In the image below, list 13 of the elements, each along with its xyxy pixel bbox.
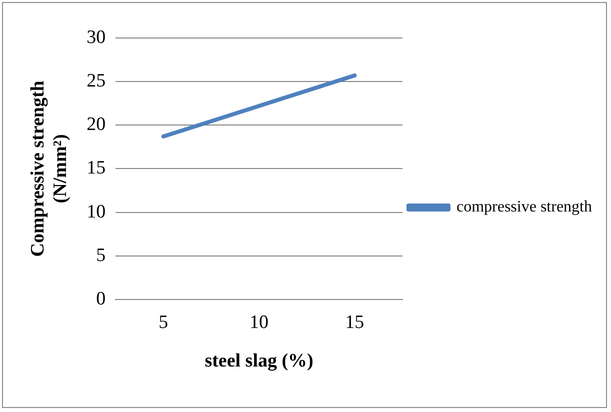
legend-label: compressive strength [456,198,592,216]
y-tick-label: 20 [86,114,106,136]
y-axis-title: Compressive strength (N/mm²) [27,80,72,257]
y-tick-label: 30 [86,26,106,48]
x-tick-label: 15 [345,312,364,333]
y-tick-label: 15 [86,158,106,179]
x-tick-label: 5 [158,312,168,333]
y-tick-label: 10 [86,201,106,222]
y-tick-label: 5 [96,244,106,266]
x-axis-title: steel slag (%) [204,350,314,372]
y-tick-label: 25 [86,70,106,92]
x-tick-label: 10 [250,312,269,333]
y-tick-label: 0 [96,288,106,310]
